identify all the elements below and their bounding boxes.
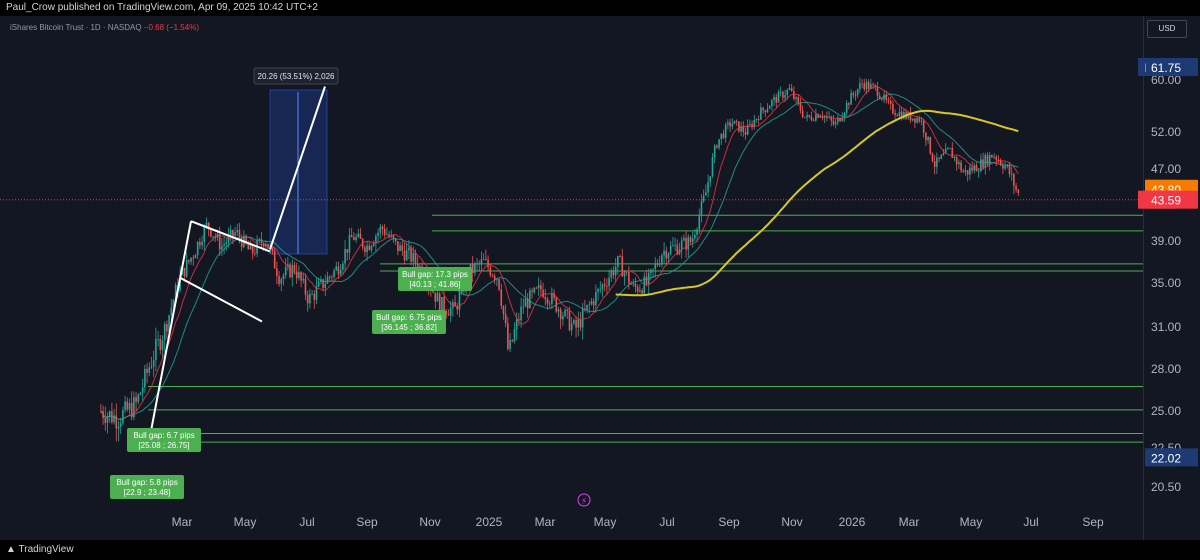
symbol-legend[interactable]: iShares Bitcoin Trust · 1D · NASDAQ −0.6… <box>10 23 199 32</box>
price-axis[interactable] <box>1143 16 1200 540</box>
currency-button[interactable]: USD <box>1147 20 1187 38</box>
tradingview-logo: ▲ TradingView <box>6 544 74 555</box>
symbol-title: iShares Bitcoin Trust · 1D · NASDAQ <box>10 23 142 32</box>
publisher-bar: Paul_Crow published on TradingView.com, … <box>0 0 1200 16</box>
chart-pane[interactable] <box>0 16 1143 540</box>
tradingview-logo-icon: ▲ <box>6 544 16 555</box>
footer-bar: ▲ TradingView <box>0 540 1200 560</box>
price-change: −0.68 (−1.54%) <box>143 23 199 32</box>
publisher-text: Paul_Crow published on TradingView.com, … <box>6 2 318 13</box>
tradingview-logo-text: TradingView <box>18 544 74 555</box>
